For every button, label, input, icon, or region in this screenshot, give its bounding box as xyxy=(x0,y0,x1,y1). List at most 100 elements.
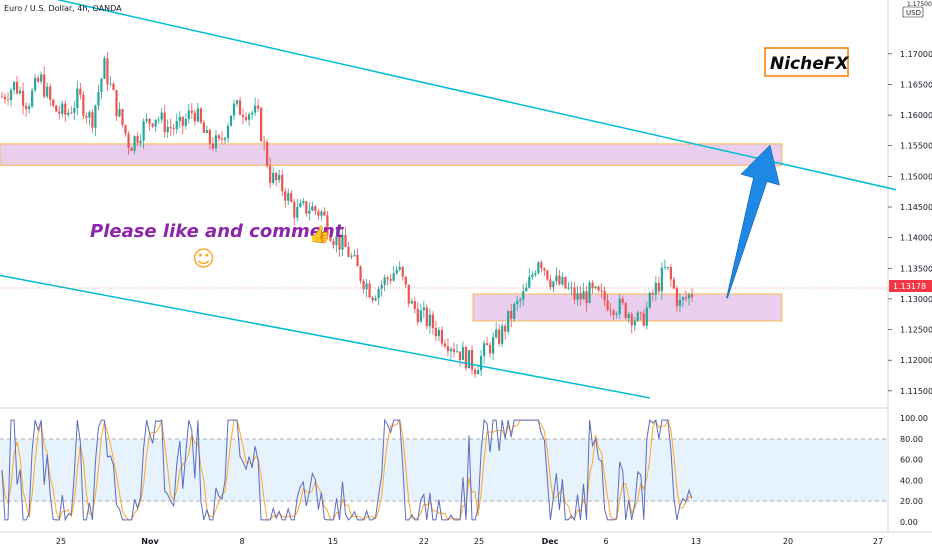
candle-body xyxy=(633,320,636,326)
time-axis[interactable]: 25 Nov 8 15 22 25 Dec 6 13 20 27 xyxy=(56,537,883,546)
candle-body xyxy=(94,105,97,128)
candle-body xyxy=(651,292,654,295)
candle-body xyxy=(257,105,260,109)
candle-body xyxy=(148,118,151,124)
candle-body xyxy=(28,106,31,109)
candle-body xyxy=(175,121,178,130)
candle-body xyxy=(470,350,474,370)
candle-body xyxy=(642,313,645,326)
candle-body xyxy=(479,355,483,371)
candle-body xyxy=(669,266,673,280)
candle-body xyxy=(254,105,257,113)
candle-body xyxy=(299,203,302,208)
candle-body xyxy=(567,287,570,289)
candle-body xyxy=(594,286,597,288)
candle-body xyxy=(112,83,115,91)
candle-body xyxy=(314,206,317,212)
candle-body xyxy=(371,297,374,301)
candle-body xyxy=(317,211,320,216)
candle-body xyxy=(55,105,58,112)
candle-body xyxy=(461,347,465,360)
candle-body xyxy=(591,282,594,288)
time-tick-label: Dec xyxy=(542,537,559,546)
zones-layer xyxy=(0,143,783,322)
candle-body xyxy=(404,276,407,285)
candle-body xyxy=(546,270,549,280)
candle-body xyxy=(455,351,459,353)
candle-body xyxy=(624,302,627,319)
candle-body xyxy=(106,58,109,85)
candle-body xyxy=(401,266,404,277)
candle-body xyxy=(428,314,431,327)
price-tick-label: 1.11500 xyxy=(900,387,932,396)
candle-body xyxy=(537,262,540,274)
candle-body xyxy=(326,215,329,236)
candle-body xyxy=(12,81,16,90)
stochastic-tick-label: 20.00 xyxy=(900,497,923,506)
candle-body xyxy=(269,165,272,183)
candle-body xyxy=(627,313,630,319)
candle-body xyxy=(443,343,447,347)
stochastic-pane xyxy=(0,418,888,522)
stochastic-tick-label: 100.00 xyxy=(900,414,928,423)
candle-body xyxy=(70,112,73,114)
price-tick-label: 1.14500 xyxy=(900,203,932,212)
candle-body xyxy=(380,284,383,289)
candle-body xyxy=(648,292,651,308)
candle-body xyxy=(425,307,428,327)
price-axis[interactable]: 1.17000 1.16500 1.16000 1.15500 1.15000 1.145… xyxy=(888,50,932,396)
candle-body xyxy=(205,129,208,133)
candle-body xyxy=(431,314,434,328)
candle-body xyxy=(37,77,40,82)
price-tick-label: 1.16500 xyxy=(900,80,932,89)
candle-body xyxy=(103,58,106,79)
channel-lower-line xyxy=(0,274,651,399)
candle-body xyxy=(241,114,245,117)
smile-icon: ☺ xyxy=(192,247,215,272)
time-tick-label: 25 xyxy=(56,537,66,546)
candle-body xyxy=(0,96,4,98)
candle-body xyxy=(178,116,181,122)
candle-body xyxy=(549,279,552,288)
stochastic-axis[interactable]: 100.00 80.00 60.00 40.00 20.00 0.00 xyxy=(900,414,928,527)
candle-body xyxy=(507,310,510,332)
currency-badge[interactable] xyxy=(902,6,924,18)
candle-body xyxy=(85,115,88,118)
candle-body xyxy=(88,112,91,118)
candle-body xyxy=(534,273,537,275)
time-tick-label: 22 xyxy=(419,537,429,546)
like-comment-note: Please like and comment xyxy=(90,221,345,242)
candle-body xyxy=(603,291,606,301)
lower-consolidation-zone xyxy=(472,293,783,322)
candle-body xyxy=(606,300,609,311)
candle-body xyxy=(118,109,121,117)
channel-layer xyxy=(0,0,897,399)
stochastic-tick-label: 80.00 xyxy=(900,435,923,444)
candle-body xyxy=(190,110,193,113)
candle-body xyxy=(570,287,573,289)
candle-body xyxy=(91,112,94,128)
time-tick-label: 13 xyxy=(691,537,701,546)
candle-body xyxy=(498,329,501,344)
candle-body xyxy=(419,310,422,323)
candle-body xyxy=(434,327,437,337)
candle-body xyxy=(573,287,576,300)
candle-body xyxy=(576,293,579,300)
candle-body xyxy=(214,135,218,149)
candle-body xyxy=(52,99,55,106)
candle-body xyxy=(154,119,157,127)
candle-body xyxy=(9,89,13,100)
candle-body xyxy=(639,312,642,314)
candle-body xyxy=(690,294,694,298)
candle-body xyxy=(25,106,28,109)
candle-body xyxy=(501,325,504,344)
price-tick-label: 1.17000 xyxy=(900,50,932,59)
candle-body xyxy=(389,279,392,281)
candle-body xyxy=(15,81,19,94)
candle-body xyxy=(666,266,669,268)
thumbs-up-icon: 👍 xyxy=(309,224,330,244)
candle-body xyxy=(525,287,528,292)
candle-body xyxy=(232,103,236,116)
candle-body xyxy=(275,172,278,181)
candle-body xyxy=(492,337,495,354)
